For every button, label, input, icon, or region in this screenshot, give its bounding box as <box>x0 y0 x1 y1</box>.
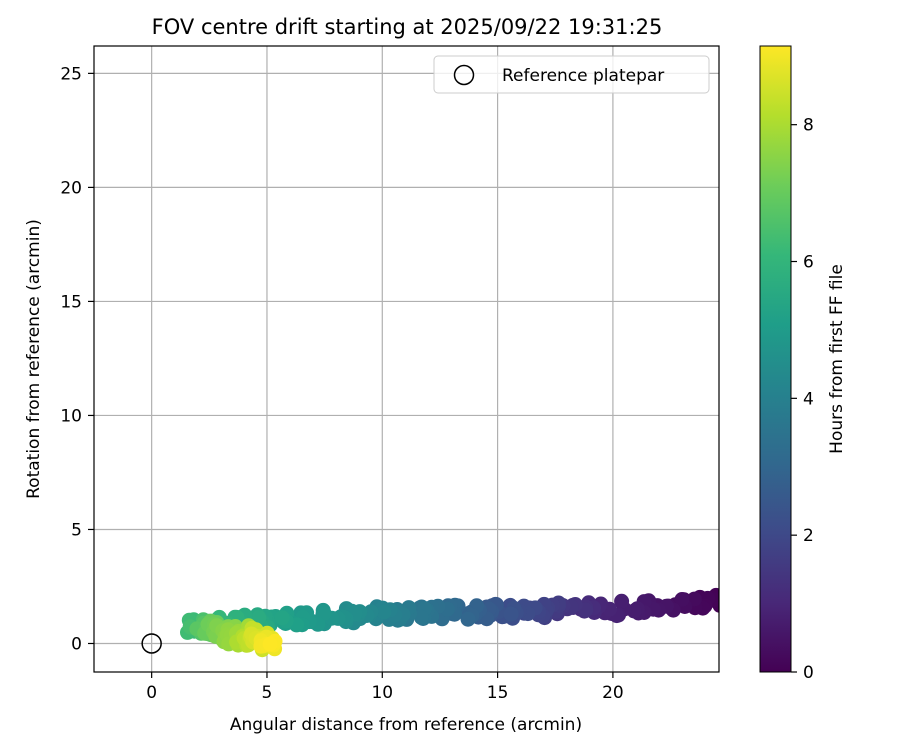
scatter-point <box>413 609 429 625</box>
colorbar-label: Hours from first FF file <box>827 264 847 454</box>
y-tick-label: 5 <box>71 520 82 540</box>
y-tick-label: 15 <box>60 292 82 312</box>
colorbar-tick-label: 0 <box>803 663 814 683</box>
scatter-point <box>251 610 267 625</box>
reference-platepar-marker <box>141 633 162 654</box>
chart-title: FOV centre drift starting at 2025/09/22 … <box>152 15 663 39</box>
y-tick-label: 20 <box>60 178 82 198</box>
x-axis-label: Angular distance from reference (arcmin) <box>230 715 582 735</box>
colorbar-ticks: 0 2 4 6 8 <box>791 116 814 683</box>
y-axis-ticks: 0 5 10 15 20 25 <box>60 64 94 654</box>
x-tick-label: 20 <box>602 683 624 703</box>
colorbar-tick-label: 6 <box>803 253 814 273</box>
y-axis-label: Rotation from reference (arcmin) <box>24 219 44 499</box>
legend: Reference platepar <box>433 55 710 94</box>
scatter-series <box>180 587 719 658</box>
legend-marker-icon <box>453 64 475 86</box>
x-tick-label: 15 <box>487 683 509 703</box>
colorbar <box>759 45 792 673</box>
y-tick-label: 25 <box>60 64 82 84</box>
axes-frame <box>93 45 720 673</box>
legend-entry-label: Reference platepar <box>502 66 664 86</box>
scatter-point <box>674 592 690 607</box>
scatter-point <box>274 610 290 626</box>
x-axis-ticks: 0 5 10 15 20 <box>146 672 624 703</box>
colorbar-tick-label: 8 <box>803 116 814 136</box>
scatter-point <box>503 606 519 622</box>
scatter-point <box>614 593 630 609</box>
x-tick-label: 5 <box>262 683 273 703</box>
legend-box <box>433 55 710 94</box>
x-tick-label: 0 <box>146 683 157 703</box>
y-tick-label: 0 <box>71 634 82 654</box>
x-tick-label: 10 <box>371 683 393 703</box>
scatter-point <box>262 636 278 652</box>
colorbar-tick-label: 2 <box>803 526 814 546</box>
y-tick-label: 10 <box>60 406 82 426</box>
colorbar-tick-label: 4 <box>803 389 814 409</box>
reference-marker-group <box>141 633 162 654</box>
scatter-point <box>460 611 476 627</box>
scatter-point <box>376 604 392 620</box>
